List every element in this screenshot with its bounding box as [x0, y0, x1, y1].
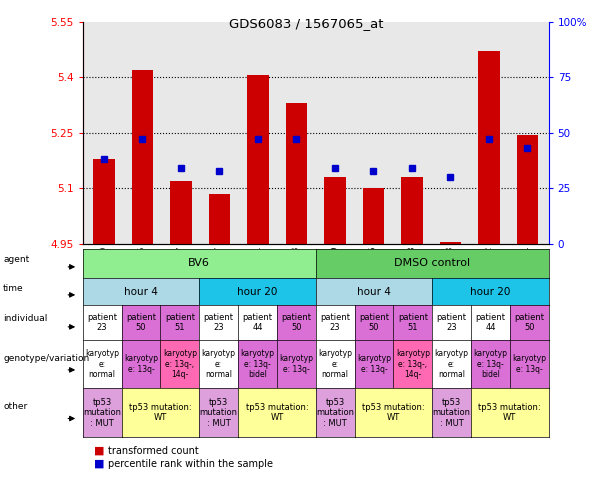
- Text: ■: ■: [94, 459, 105, 469]
- Text: DMSO control: DMSO control: [394, 258, 470, 269]
- Bar: [209, 194, 230, 244]
- Text: patient
51: patient 51: [165, 313, 195, 332]
- Text: karyotyp
e: 13q-: karyotyp e: 13q-: [357, 355, 391, 374]
- Bar: [248, 75, 268, 244]
- Text: karyotyp
e:
normal: karyotyp e: normal: [85, 349, 119, 379]
- Text: patient
23: patient 23: [436, 313, 466, 332]
- Text: agent: agent: [3, 256, 29, 264]
- Text: GDS6083 / 1567065_at: GDS6083 / 1567065_at: [229, 17, 384, 30]
- Text: patient
23: patient 23: [204, 313, 234, 332]
- Text: tp53
mutation
: MUT: tp53 mutation : MUT: [200, 398, 238, 427]
- Bar: [363, 188, 384, 244]
- Text: hour 20: hour 20: [470, 286, 511, 297]
- Text: patient
50: patient 50: [126, 313, 156, 332]
- Text: patient
50: patient 50: [359, 313, 389, 332]
- Text: karyotyp
e: 13q-,
14q-: karyotyp e: 13q-, 14q-: [396, 349, 430, 379]
- Text: hour 20: hour 20: [237, 286, 278, 297]
- Text: tp53 mutation:
WT: tp53 mutation: WT: [246, 403, 308, 422]
- Text: ■: ■: [94, 446, 105, 455]
- Text: tp53 mutation:
WT: tp53 mutation: WT: [129, 403, 192, 422]
- Text: patient
23: patient 23: [320, 313, 350, 332]
- Bar: [402, 177, 422, 244]
- Bar: [286, 103, 307, 244]
- Text: karyotyp
e:
normal: karyotyp e: normal: [202, 349, 235, 379]
- Text: transformed count: transformed count: [108, 446, 199, 455]
- Text: patient
50: patient 50: [514, 313, 544, 332]
- Bar: [517, 135, 538, 244]
- Bar: [478, 51, 500, 244]
- Text: hour 4: hour 4: [124, 286, 158, 297]
- Text: karyotyp
e:
normal: karyotyp e: normal: [318, 349, 352, 379]
- Text: karyotyp
e: 13q-: karyotyp e: 13q-: [280, 355, 313, 374]
- Text: tp53
mutation
: MUT: tp53 mutation : MUT: [433, 398, 471, 427]
- Text: karyotyp
e:
normal: karyotyp e: normal: [435, 349, 468, 379]
- Text: other: other: [3, 402, 28, 411]
- Bar: [324, 177, 346, 244]
- Text: hour 4: hour 4: [357, 286, 391, 297]
- Text: individual: individual: [3, 314, 47, 323]
- Text: patient
44: patient 44: [243, 313, 272, 332]
- Text: karyotyp
e: 13q-: karyotyp e: 13q-: [512, 355, 546, 374]
- Text: karyotyp
e: 13q-
bidel: karyotyp e: 13q- bidel: [473, 349, 508, 379]
- Text: patient
51: patient 51: [398, 313, 428, 332]
- Text: BV6: BV6: [188, 258, 210, 269]
- Text: patient
44: patient 44: [476, 313, 505, 332]
- Text: karyotyp
e: 13q-: karyotyp e: 13q-: [124, 355, 158, 374]
- Text: karyotyp
e: 13q-,
14q-: karyotyp e: 13q-, 14q-: [163, 349, 197, 379]
- Text: tp53
mutation
: MUT: tp53 mutation : MUT: [83, 398, 121, 427]
- Text: tp53
mutation
: MUT: tp53 mutation : MUT: [316, 398, 354, 427]
- Bar: [93, 159, 115, 244]
- Text: patient
50: patient 50: [281, 313, 311, 332]
- Text: time: time: [3, 284, 24, 293]
- Text: tp53 mutation:
WT: tp53 mutation: WT: [479, 403, 541, 422]
- Text: percentile rank within the sample: percentile rank within the sample: [108, 459, 273, 469]
- Bar: [132, 70, 153, 244]
- Text: patient
23: patient 23: [87, 313, 117, 332]
- Text: tp53 mutation:
WT: tp53 mutation: WT: [362, 403, 425, 422]
- Bar: [440, 242, 461, 244]
- Bar: [170, 181, 191, 244]
- Text: genotype/variation: genotype/variation: [3, 354, 89, 363]
- Text: karyotyp
e: 13q-
bidel: karyotyp e: 13q- bidel: [240, 349, 275, 379]
